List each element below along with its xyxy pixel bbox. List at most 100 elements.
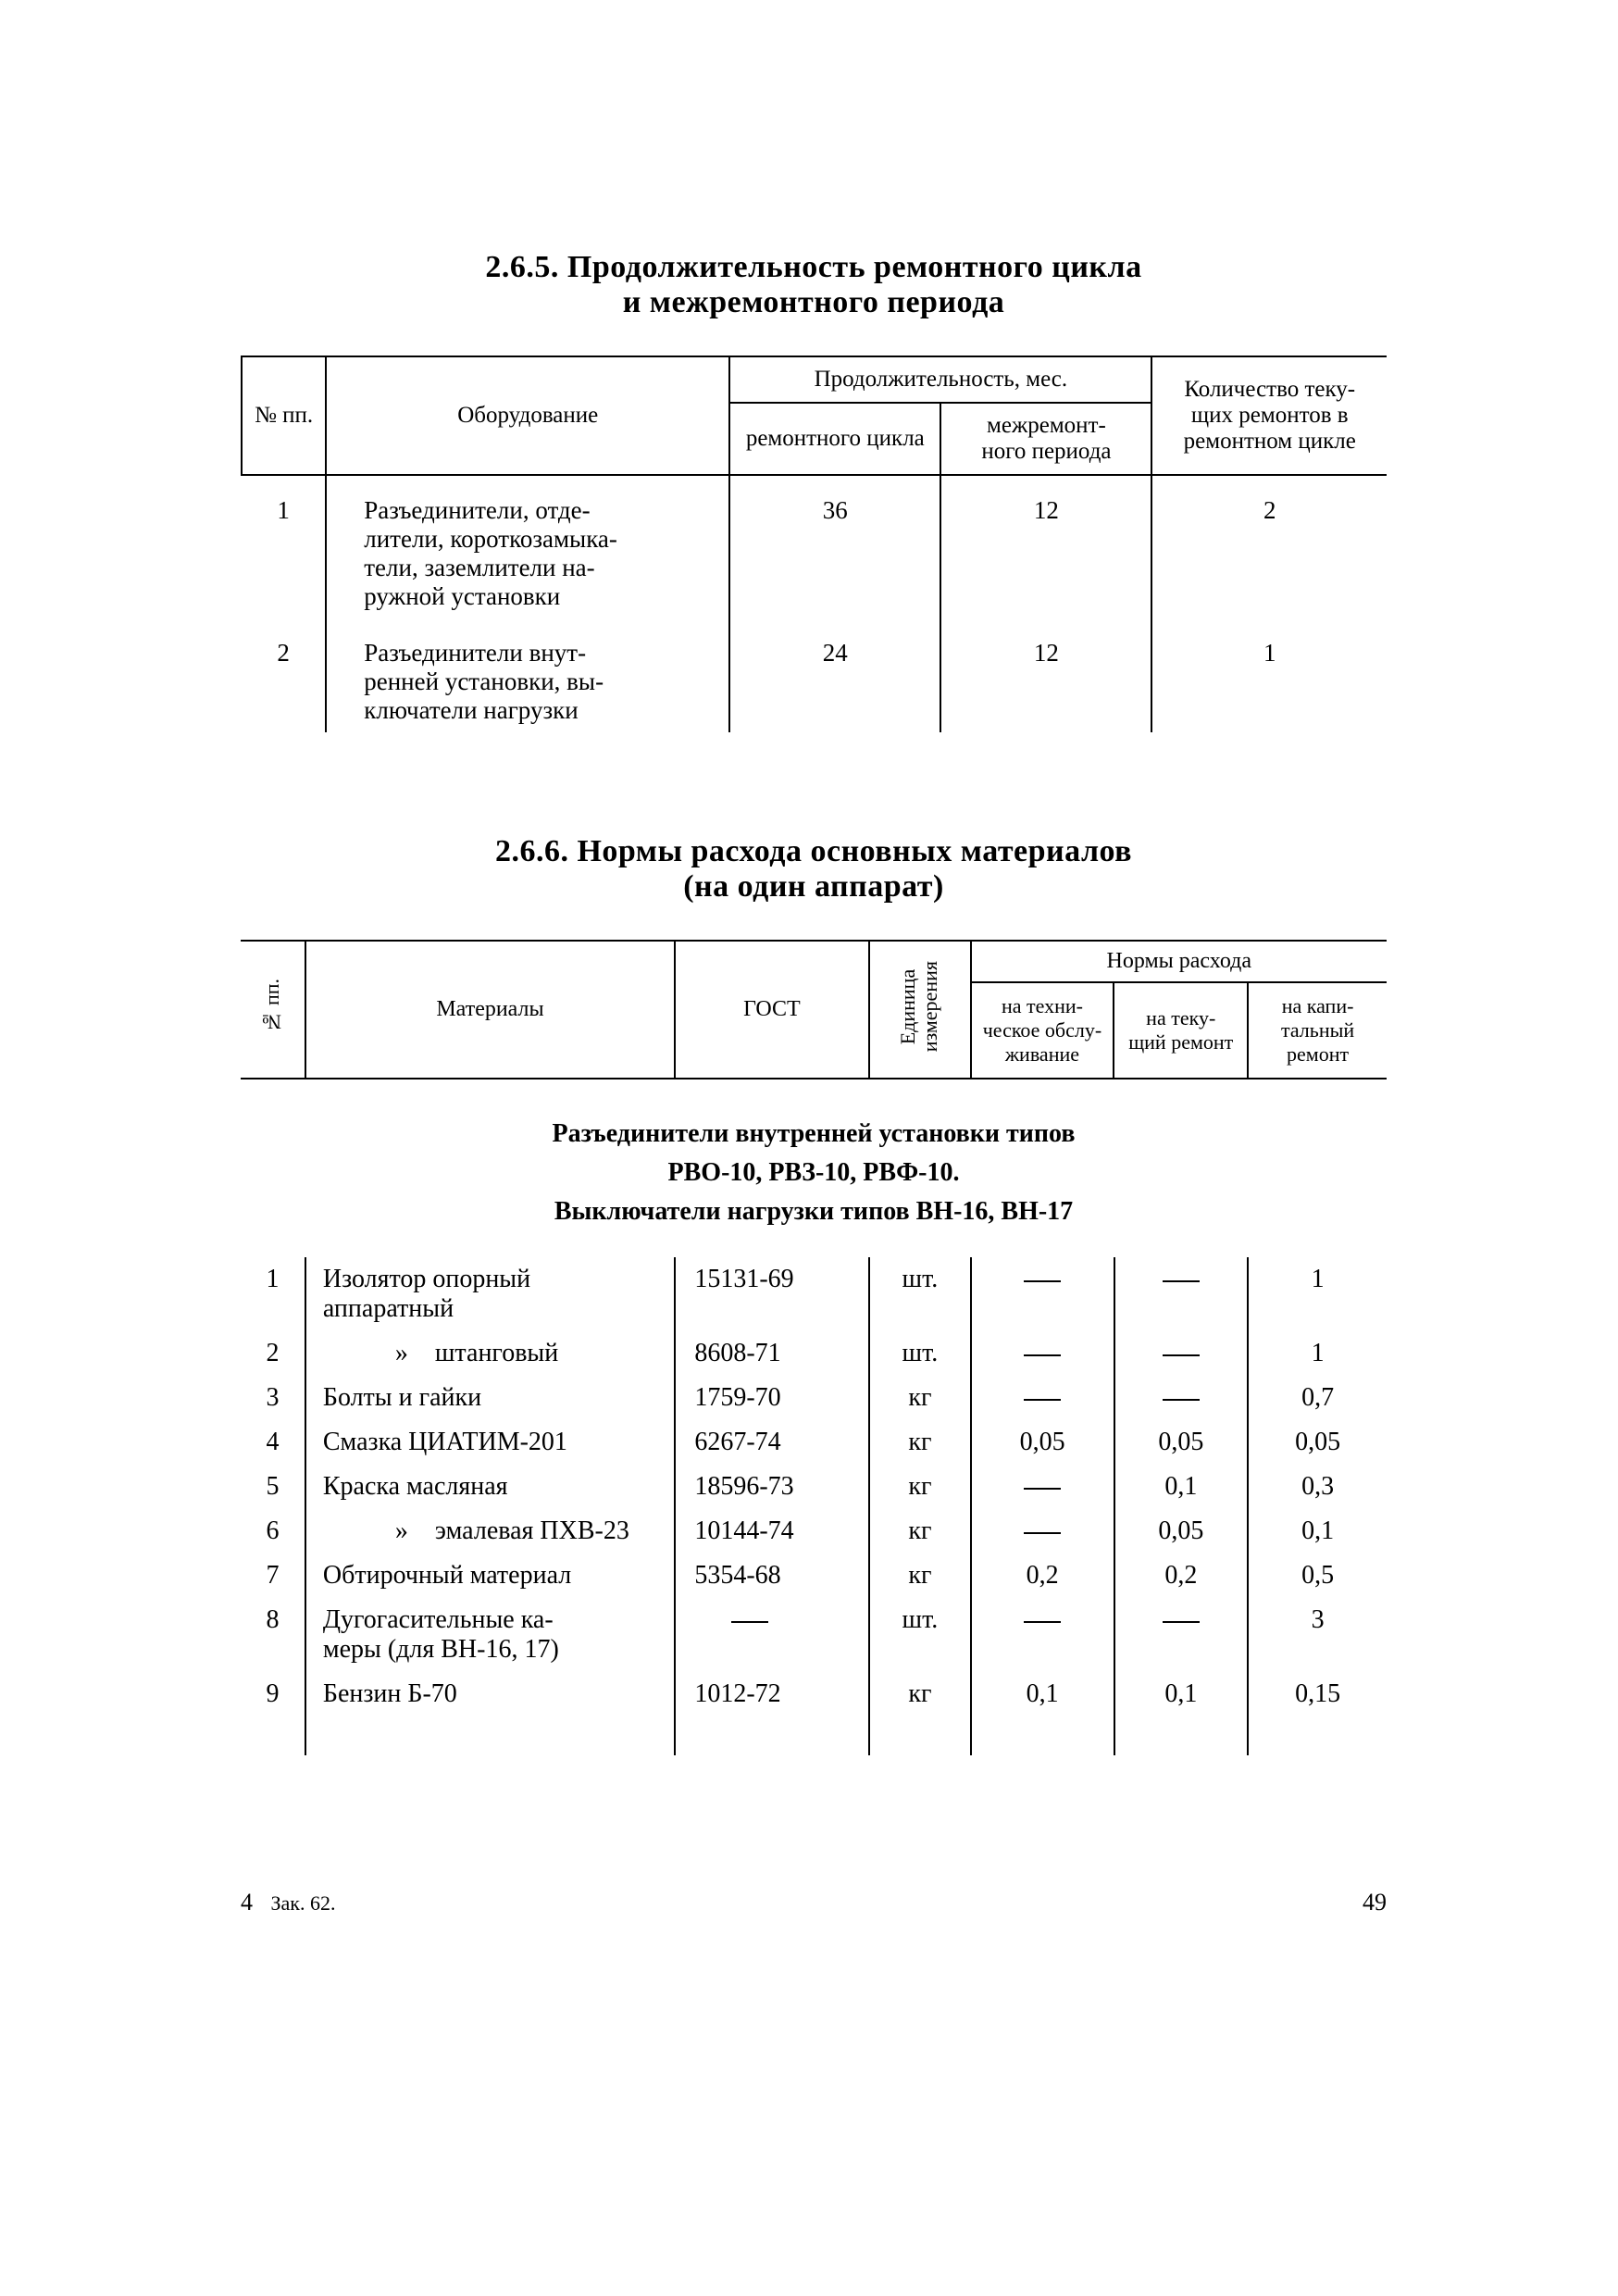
cell-gost: 15131-69: [675, 1257, 869, 1331]
cell-unit: кг: [869, 1376, 971, 1420]
table-row: 7Обтирочный материал5354-68кг0,20,20,5: [241, 1554, 1387, 1598]
cell-norm-to: [971, 1465, 1114, 1509]
cell-gost: 1012-72: [675, 1672, 869, 1755]
table-266-subcaption: Разъединители внутренней установки типов…: [241, 1115, 1387, 1231]
cell-gost: 1759-70: [675, 1376, 869, 1420]
cell-norm-to: [971, 1331, 1114, 1376]
page-footer: 4 Зак. 62. 49: [241, 1889, 1387, 1916]
th-duration-group: Продолжительность, мес.: [729, 356, 1151, 403]
cell-norm-cur: [1114, 1257, 1249, 1331]
cell-unit: шт.: [869, 1598, 971, 1672]
section-title-line2: (на один аппарат): [683, 869, 944, 905]
cell-norm-to: [971, 1376, 1114, 1420]
th-gost: ГОСТ: [675, 941, 869, 1079]
cell-unit: шт.: [869, 1331, 971, 1376]
cell-norm-cap: 1: [1248, 1331, 1387, 1376]
cell-num: 6: [241, 1509, 305, 1554]
table-row: 5Краска масляная18596-73кг0,10,3: [241, 1465, 1387, 1509]
cell-equipment: Разъединители, отде- лители, короткозамы…: [326, 475, 729, 618]
table-row: 2Разъединители внут- ренней установки, в…: [242, 618, 1387, 732]
cell-qty: 1: [1151, 618, 1387, 732]
cell-gost: 5354-68: [675, 1554, 869, 1598]
cell-norm-cap: 1: [1248, 1257, 1387, 1331]
cell-norm-to: [971, 1257, 1114, 1331]
cell-num: 2: [241, 1331, 305, 1376]
cell-norm-to: 0,2: [971, 1554, 1114, 1598]
page-number: 49: [1363, 1889, 1387, 1916]
table-material-norms-body: 1Изолятор опорный аппаратный15131-69шт.1…: [241, 1257, 1387, 1755]
footer-left: 4 Зак. 62.: [241, 1889, 335, 1916]
cell-norm-cur: 0,1: [1114, 1672, 1249, 1755]
th-norm-cap: на капи- тальный ремонт: [1248, 982, 1387, 1079]
cell-period: 12: [940, 618, 1151, 732]
table-row: 2» штанговый8608-71шт. 1: [241, 1331, 1387, 1376]
cell-num: 8: [241, 1598, 305, 1672]
cell-num: 1: [241, 1257, 305, 1331]
cell-num: 4: [241, 1420, 305, 1465]
th-norms-group: Нормы расхода: [971, 941, 1387, 982]
cell-num: 7: [241, 1554, 305, 1598]
cell-gost: 6267-74: [675, 1420, 869, 1465]
cell-material: » штанговый: [305, 1331, 675, 1376]
table-row: 4Смазка ЦИАТИМ-2016267-74кг0,050,050,05: [241, 1420, 1387, 1465]
th-unit: Единица измерения: [869, 941, 971, 1079]
cell-norm-cur: 0,05: [1114, 1509, 1249, 1554]
th-num: № пп.: [241, 941, 305, 1079]
cell-unit: кг: [869, 1420, 971, 1465]
cell-norm-to: [971, 1509, 1114, 1554]
cell-unit: кг: [869, 1554, 971, 1598]
th-qty: Количество теку- щих ремонтов в ремонтно…: [1151, 356, 1387, 475]
section-265-title: 2.6.5. Продолжительность ремонтного цикл…: [241, 250, 1387, 320]
cell-norm-cur: 0,05: [1114, 1420, 1249, 1465]
cell-norm-to: 0,1: [971, 1672, 1114, 1755]
cell-material: Краска масляная: [305, 1465, 675, 1509]
cell-norm-cap: 0,7: [1248, 1376, 1387, 1420]
cell-norm-to: [971, 1598, 1114, 1672]
cell-material: » эмалевая ПХВ-23: [305, 1509, 675, 1554]
table-row: 9Бензин Б-701012-72кг0,10,10,15: [241, 1672, 1387, 1755]
cell-material: Изолятор опорный аппаратный: [305, 1257, 675, 1331]
cell-gost: 18596-73: [675, 1465, 869, 1509]
cell-unit: кг: [869, 1509, 971, 1554]
cell-gost: 10144-74: [675, 1509, 869, 1554]
th-num: № пп.: [242, 356, 326, 475]
th-norm-to: на техни- ческое обслу- живание: [971, 982, 1114, 1079]
cell-unit: кг: [869, 1672, 971, 1755]
cell-norm-cap: 3: [1248, 1598, 1387, 1672]
th-equipment: Оборудование: [326, 356, 729, 475]
cell-num: 2: [242, 618, 326, 732]
th-dur-cycle: ремонтного цикла: [729, 403, 940, 475]
document-page: 2.6.5. Продолжительность ремонтного цикл…: [0, 0, 1618, 2296]
table-repair-cycle: № пп. Оборудование Продолжительность, ме…: [241, 356, 1387, 732]
cell-material: Обтирочный материал: [305, 1554, 675, 1598]
cell-cycle: 36: [729, 475, 940, 618]
cell-norm-cap: 0,5: [1248, 1554, 1387, 1598]
table-row: 6» эмалевая ПХВ-2310144-74кг0,050,1: [241, 1509, 1387, 1554]
th-dur-period: межремонт- ного периода: [940, 403, 1151, 475]
cell-num: 3: [241, 1376, 305, 1420]
th-norm-cur: на теку- щий ремонт: [1114, 982, 1248, 1079]
cell-period: 12: [940, 475, 1151, 618]
cell-qty: 2: [1151, 475, 1387, 618]
section-title-line1: Нормы расхода основных материалов: [577, 834, 1132, 868]
table-material-norms-header: № пп. Материалы ГОСТ Единица измерения Н…: [241, 940, 1387, 1079]
cell-material: Смазка ЦИАТИМ-201: [305, 1420, 675, 1465]
cell-norm-cur: [1114, 1331, 1249, 1376]
cell-norm-cur: [1114, 1376, 1249, 1420]
table-row: 3Болты и гайки1759-70кг0,7: [241, 1376, 1387, 1420]
section-title-line2: и межремонтного периода: [623, 285, 1005, 320]
cell-num: 5: [241, 1465, 305, 1509]
cell-norm-cur: 0,2: [1114, 1554, 1249, 1598]
cell-material: Дугогасительные ка-меры (для ВН-16, 17): [305, 1598, 675, 1672]
cell-gost: 8608-71: [675, 1331, 869, 1376]
cell-norm-cur: [1114, 1598, 1249, 1672]
cell-material: Бензин Б-70: [305, 1672, 675, 1755]
section-title-line1: Продолжительность ремонтного цикла: [567, 250, 1142, 284]
section-266-title: 2.6.6. Нормы расхода основных материалов…: [241, 834, 1387, 905]
cell-norm-to: 0,05: [971, 1420, 1114, 1465]
cell-norm-cur: 0,1: [1114, 1465, 1249, 1509]
th-materials: Материалы: [305, 941, 675, 1079]
cell-gost: [675, 1598, 869, 1672]
table-row: 1Изолятор опорный аппаратный15131-69шт.1: [241, 1257, 1387, 1331]
cell-norm-cap: 0,3: [1248, 1465, 1387, 1509]
